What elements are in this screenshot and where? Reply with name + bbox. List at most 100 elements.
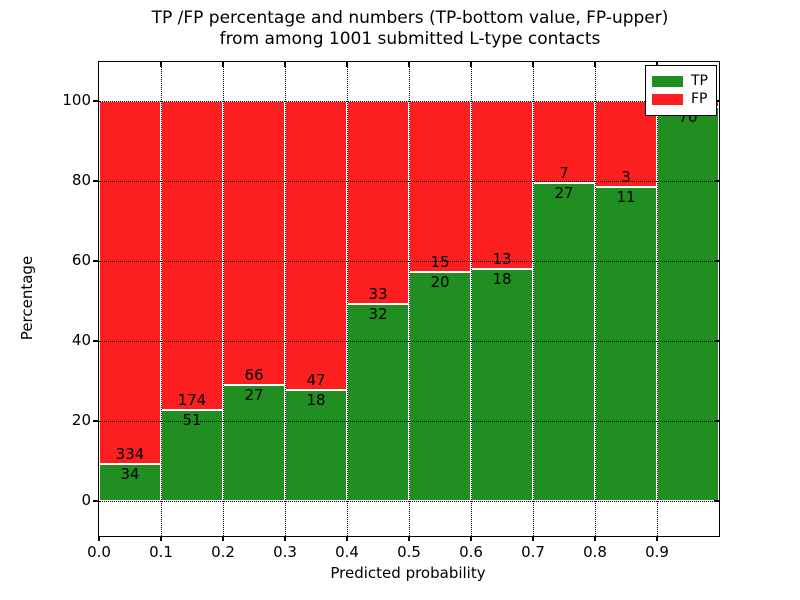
y-tick-label: 100 [62, 91, 91, 109]
x-tick-label: 0.3 [273, 543, 297, 561]
x-tick-mark-top [470, 62, 472, 67]
x-axis-label: Predicted probability [330, 564, 486, 582]
y-tick-label: 0 [81, 491, 91, 509]
fp-count-label: 33 [368, 285, 388, 304]
tp-bar-segment [409, 272, 471, 501]
x-tick-mark-top [408, 62, 410, 67]
vertical-gridline [409, 62, 410, 536]
y-tick-mark-right [714, 260, 719, 262]
tp-count-label: 27 [244, 385, 264, 404]
x-tick-label: 0.6 [459, 543, 483, 561]
legend-label-tp: TP [691, 73, 708, 89]
fp-bar-segment [347, 101, 409, 305]
vertical-gridline [471, 62, 472, 536]
fp-count-label: 47 [306, 371, 326, 390]
y-tick-mark [93, 340, 98, 342]
y-tick-mark [93, 500, 98, 502]
y-tick-mark [93, 260, 98, 262]
tp-color-swatch [652, 76, 683, 87]
vertical-gridline [595, 62, 596, 536]
fp-bar-segment [223, 101, 285, 385]
tp-count-label: 18 [306, 391, 326, 410]
y-tick-label: 60 [71, 251, 91, 269]
y-tick-mark-right [714, 500, 719, 502]
y-tick-label: 40 [71, 331, 91, 349]
fp-bar-segment [99, 101, 161, 465]
fp-count-label: 66 [244, 365, 264, 384]
x-tick-mark-top [160, 62, 162, 67]
x-tick-label: 0.1 [149, 543, 173, 561]
fp-color-swatch [652, 94, 683, 105]
legend-label-fp: FP [691, 91, 708, 107]
fp-count-label: 174 [177, 391, 207, 410]
tp-bar-segment [533, 183, 595, 501]
x-tick-mark [98, 536, 100, 541]
fp-count-label: 15 [430, 253, 450, 272]
tp-count-label: 32 [368, 305, 388, 324]
x-tick-label: 0.2 [211, 543, 235, 561]
tp-bar-segment [347, 304, 409, 501]
x-tick-label: 0.4 [335, 543, 359, 561]
vertical-gridline [161, 62, 162, 536]
y-tick-mark-right [714, 420, 719, 422]
tp-count-label: 51 [182, 411, 202, 430]
x-tick-label: 0.5 [397, 543, 421, 561]
vertical-gridline [285, 62, 286, 536]
fp-bar-segment [285, 101, 347, 391]
x-tick-mark [346, 536, 348, 541]
vertical-gridline [657, 62, 658, 536]
y-tick-mark [93, 180, 98, 182]
x-tick-mark [594, 536, 596, 541]
chart-title-line2: from among 1001 submitted L-type contact… [219, 29, 601, 49]
x-tick-mark [284, 536, 286, 541]
x-tick-label: 0.8 [583, 543, 607, 561]
x-tick-mark [408, 536, 410, 541]
y-tick-label: 20 [71, 411, 91, 429]
tp-count-label: 34 [120, 465, 140, 484]
fp-count-label: 334 [115, 445, 145, 464]
x-tick-mark-top [222, 62, 224, 67]
legend: TP FP [645, 65, 717, 116]
y-tick-mark-right [714, 180, 719, 182]
x-tick-label: 0.9 [645, 543, 669, 561]
y-tick-mark-right [714, 340, 719, 342]
fp-bar-segment [409, 101, 471, 273]
x-tick-mark-top [284, 62, 286, 67]
vertical-gridline [347, 62, 348, 536]
tp-bar-segment [471, 268, 533, 501]
tp-bar-segment [657, 106, 719, 501]
vertical-gridline [223, 62, 224, 536]
x-tick-mark-top [656, 62, 658, 67]
x-tick-mark [470, 536, 472, 541]
tp-count-label: 18 [492, 269, 512, 288]
chart-title: TP /FP percentage and numbers (TP-bottom… [98, 8, 722, 50]
fp-count-label: 13 [492, 249, 512, 268]
x-tick-mark [656, 536, 658, 541]
legend-item-fp: FP [652, 92, 710, 107]
y-tick-mark [93, 100, 98, 102]
vertical-gridline [533, 62, 534, 536]
y-tick-label: 80 [71, 171, 91, 189]
x-tick-label: 0.7 [521, 543, 545, 561]
tp-count-label: 20 [430, 273, 450, 292]
chart-title-line1: TP /FP percentage and numbers (TP-bottom… [151, 8, 669, 28]
x-tick-label: 0.0 [87, 543, 111, 561]
x-tick-mark-top [594, 62, 596, 67]
fp-count-label: 3 [621, 167, 631, 186]
fp-count-label: 7 [559, 164, 569, 183]
tp-bar-segment [595, 186, 657, 501]
x-tick-mark-top [346, 62, 348, 67]
y-tick-mark [93, 420, 98, 422]
x-tick-mark [160, 536, 162, 541]
fp-bar-segment [161, 101, 223, 411]
fp-bar-segment [471, 101, 533, 269]
x-tick-mark [532, 536, 534, 541]
y-axis-label: Percentage [18, 255, 36, 341]
plot-area: 334341745166274718333215201318727311170 … [62, 61, 720, 561]
x-tick-mark [222, 536, 224, 541]
tp-count-label: 11 [616, 187, 636, 206]
x-tick-mark-top [532, 62, 534, 67]
tp-count-label: 27 [554, 184, 574, 203]
tp-bar-segment [99, 464, 161, 501]
